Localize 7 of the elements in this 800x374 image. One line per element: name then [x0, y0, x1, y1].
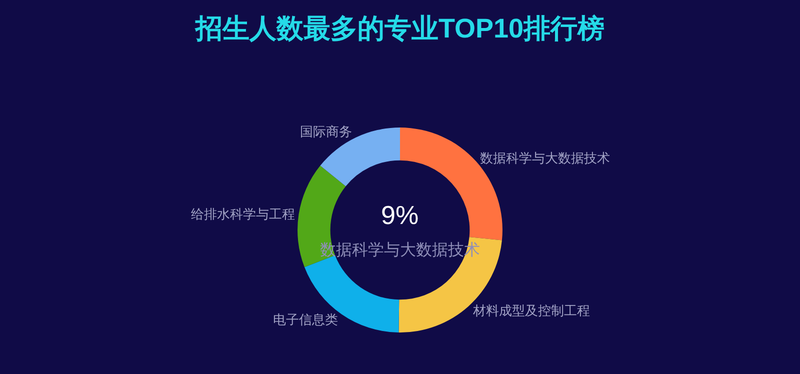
- slice-label: 国际商务: [300, 124, 352, 139]
- chart-title: 招生人数最多的专业TOP10排行榜: [194, 14, 605, 44]
- slice-label: 给排水科学与工程: [190, 206, 295, 222]
- text: 9%: [381, 200, 419, 230]
- slice-label: 材料成型及控制工程: [472, 303, 590, 318]
- slice-label: 电子信息类: [272, 312, 338, 327]
- slice-label: 数据科学与大数据技术: [480, 150, 610, 166]
